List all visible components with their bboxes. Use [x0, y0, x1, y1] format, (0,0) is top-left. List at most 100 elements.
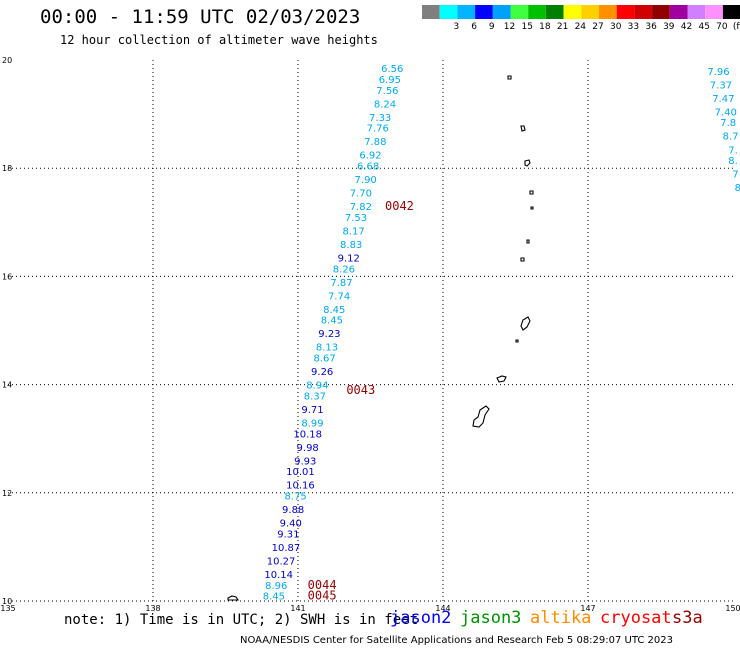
wave-height-point: 7.33: [369, 113, 391, 124]
y-tick-label: 18: [2, 164, 12, 173]
legend-label: 3: [454, 22, 460, 32]
island-outline: [526, 239, 530, 244]
sat-jason2: jason2: [390, 608, 452, 628]
wave-height-point: 8.75: [284, 492, 306, 503]
legend-label: 70: [716, 22, 728, 32]
island-outline: [507, 75, 512, 80]
legend-label: 33: [628, 22, 639, 32]
wave-height-point: 7.37: [710, 80, 732, 91]
wave-height-point: 6.68: [357, 161, 379, 172]
legend-label: 42: [681, 22, 692, 32]
wave-height-point: 8.45: [321, 316, 343, 327]
wave-height-point: 7.76: [367, 124, 389, 135]
legend-swatch: [669, 5, 688, 19]
wave-height-point: 9.40: [280, 519, 302, 530]
wave-height-point: 9.88: [282, 505, 304, 516]
pass-label: 0043: [346, 383, 375, 397]
legend-swatch: [439, 5, 458, 19]
y-tick-label: 20: [2, 56, 12, 65]
wave-height-point: 7.56: [376, 86, 398, 97]
wave-height-point: 7: [732, 170, 738, 181]
wave-height-point: 7.47: [712, 94, 734, 105]
wave-height-point: 6.92: [359, 151, 381, 162]
wave-height-point: 7.82: [350, 202, 372, 213]
wave-height-point: 10.16: [286, 481, 315, 492]
island-outline: [472, 405, 490, 428]
sat-cryosat: cryosat: [600, 608, 672, 628]
wave-height-point: 6.95: [379, 75, 401, 86]
legend-swatch: [705, 5, 723, 19]
wave-height-point: 9.26: [311, 367, 333, 378]
axis-ticks: 135 138 141 144 147 150 10 12 14 16 18 20: [0, 56, 740, 613]
wave-height-point: 8.67: [313, 354, 335, 365]
legend-swatch: [492, 5, 511, 19]
wave-height-point: 7.70: [350, 189, 372, 200]
legend-swatch: [422, 5, 440, 19]
island-outline: [524, 159, 531, 167]
island-outline: [520, 125, 526, 132]
legend-label: 24: [575, 22, 587, 32]
x-tick-label: 135: [0, 604, 15, 613]
legend-label: 39: [663, 22, 675, 32]
legend-swatch: [475, 5, 493, 19]
wave-height-point: 7.8: [720, 118, 736, 129]
legend-swatch: [616, 5, 635, 19]
island-outline: [530, 206, 534, 210]
x-tick-label: 147: [580, 604, 595, 613]
legend-swatch: [510, 5, 529, 19]
wave-height-point: 8.7: [723, 132, 739, 143]
wave-height-point: 7.: [728, 145, 738, 156]
wave-height-point: 8.26: [333, 264, 355, 275]
legend-label: 21: [557, 22, 568, 32]
legend-label: 30: [610, 22, 622, 32]
y-tick-label: 10: [2, 597, 12, 606]
sat-jason3: jason3: [460, 608, 522, 628]
legend-label: 6: [471, 22, 477, 32]
wave-height-point: 7.87: [330, 278, 352, 289]
legend-swatch: [457, 5, 476, 19]
wave-height-point: 7.40: [715, 107, 737, 118]
wave-height-point: 9.12: [338, 253, 360, 264]
sat-s3a: s3a: [672, 608, 703, 628]
wave-height-point: 9.71: [301, 405, 323, 416]
pass-label: 0044: [308, 578, 337, 592]
legend-swatch: [722, 5, 740, 19]
island-outline: [515, 339, 519, 343]
coastline-islands: [227, 75, 534, 601]
wave-height-point: 8.94: [306, 381, 328, 392]
wave-height-points: 6.566.957.568.247.337.767.886.926.687.90…: [263, 64, 740, 602]
legend-swatch: [581, 5, 599, 19]
wave-height-point: 6.56: [381, 64, 403, 75]
footer-note: note: 1) Time is in UTC; 2) SWH is in fe…: [64, 612, 419, 628]
legend-label: (ft): [733, 22, 740, 32]
wave-height-point: 10.18: [293, 429, 322, 440]
wave-height-point: 10.27: [267, 556, 296, 567]
wave-height-point: 9.93: [294, 456, 316, 467]
legend-swatch: [687, 5, 706, 19]
legend-swatch: [545, 5, 564, 19]
legend-swatch: [652, 5, 670, 19]
wave-height-point: 8.83: [340, 240, 362, 251]
wave-height-point: 8.45: [263, 592, 285, 603]
wave-height-point: 8.17: [342, 226, 364, 237]
wave-height-point: 8.96: [265, 581, 287, 592]
x-tick-label: 150: [725, 604, 740, 613]
wave-height-point: 7.74: [328, 291, 350, 302]
wave-height-point: 8: [735, 183, 740, 194]
wave-height-point: 8.: [728, 156, 738, 167]
legend-swatch: [563, 5, 582, 19]
page-title: 00:00 - 11:59 UTC 02/03/2023: [40, 6, 361, 28]
island-outline: [520, 257, 525, 262]
wave-height-point: 9.98: [297, 443, 319, 454]
legend-swatch: [634, 5, 653, 19]
pass-label: 0042: [385, 199, 414, 213]
y-tick-label: 16: [2, 272, 12, 281]
wave-height-point: 10.87: [272, 543, 301, 554]
wave-height-point: 10.14: [264, 570, 293, 581]
legend-label: 27: [592, 22, 603, 32]
legend-swatch: [599, 5, 617, 19]
pass-label: 0045: [308, 589, 337, 603]
